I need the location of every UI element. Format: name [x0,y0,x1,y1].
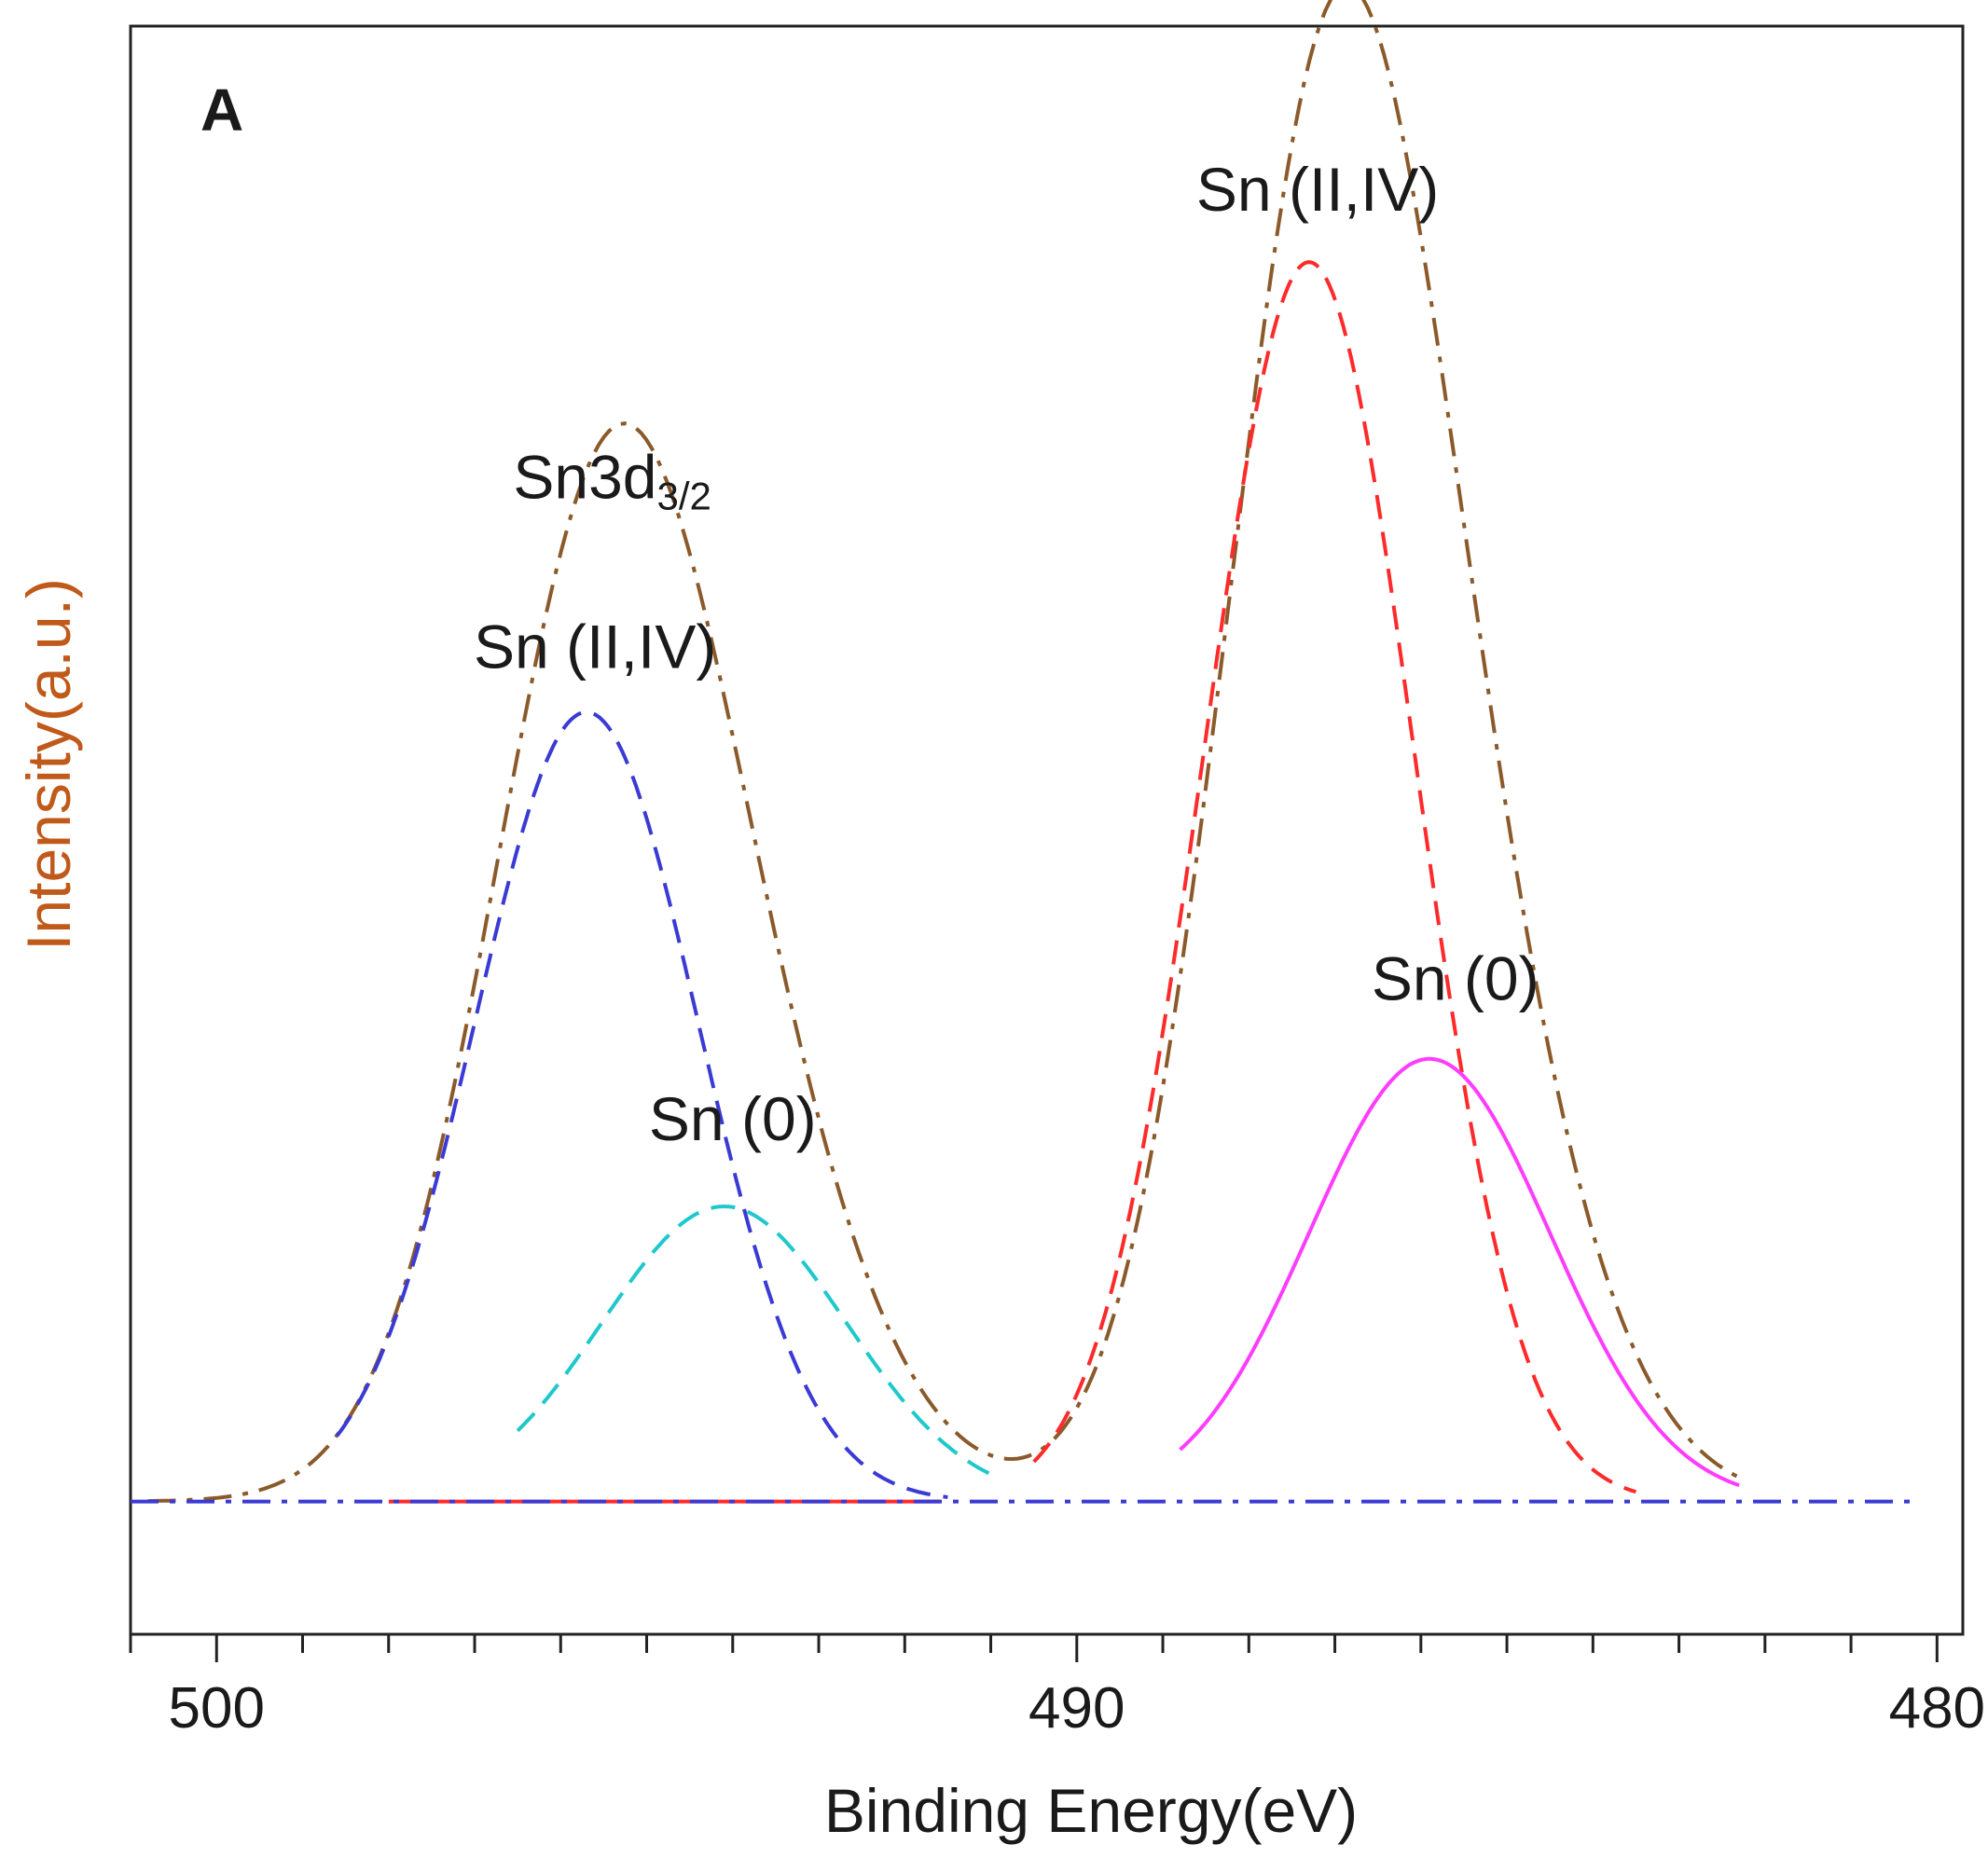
annotation-sn3d52: Sn3d5/2 [1236,0,1434,2]
annotation-sn2iv-left: Sn (II,IV) [474,612,716,681]
plot-frame [129,24,1965,1636]
ticks-layer: 500 490 480 [129,1634,1985,1741]
annotation-sn0-left: Sn (0) [649,1084,817,1153]
series-line-sn-0-3d3-2 [516,1204,992,1477]
series-line-sn-ii-iv-3d5-2 [1032,260,1637,1494]
x-tick-label: 500 [169,1676,265,1741]
series-line-sn-ii-iv-3d3-2 [335,709,948,1499]
annotation-sn2iv-right: Sn (II,IV) [1196,155,1439,224]
series-layer [131,0,1920,1504]
series-line-envelope [147,0,1741,1504]
annotations-layer: Sn3d5/2 Sn (II,IV) Sn (0) Sn3d3/2 Sn (II,IV)… [474,0,1539,1153]
panel-label: A [200,76,243,144]
series-line-sn-0-3d5-2 [1179,1056,1740,1488]
annotation-sn3d32: Sn3d3/2 [513,442,711,517]
x-axis-title: Binding Energy(eV) [824,1776,1358,1845]
annotation-sn0-right: Sn (0) [1372,943,1539,1012]
x-tick-label: 490 [1029,1676,1125,1741]
y-axis-title: Intensity(a.u.) [14,578,83,951]
x-tick-label: 480 [1889,1676,1985,1741]
